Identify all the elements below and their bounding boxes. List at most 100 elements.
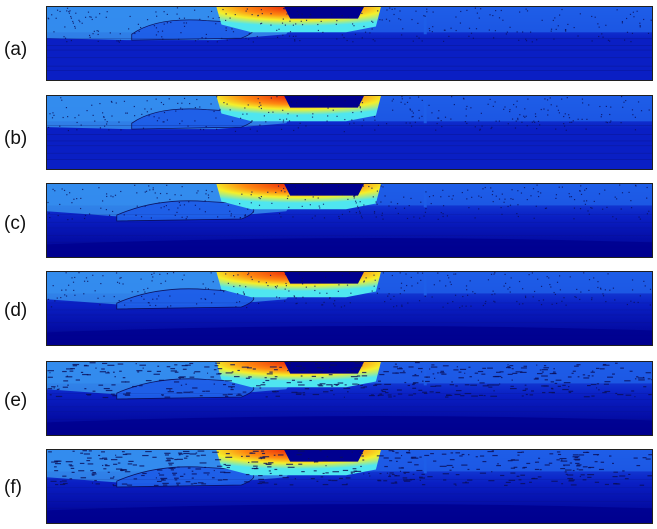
noise-speck bbox=[161, 479, 165, 481]
panel-label: (a) bbox=[4, 39, 28, 60]
noise-speck bbox=[52, 112, 54, 114]
noise-speck bbox=[554, 17, 556, 19]
noise-speck bbox=[168, 462, 174, 464]
noise-speck bbox=[414, 464, 419, 466]
noise-speck bbox=[337, 290, 339, 292]
noise-speck bbox=[227, 282, 229, 284]
noise-speck bbox=[467, 294, 469, 296]
noise-speck bbox=[504, 198, 506, 200]
noise-speck bbox=[54, 190, 56, 192]
noise-speck bbox=[256, 467, 258, 469]
noise-speck bbox=[104, 125, 106, 127]
noise-speck bbox=[612, 462, 614, 465]
noise-speck bbox=[467, 468, 470, 471]
noise-speck bbox=[428, 27, 430, 30]
noise-speck bbox=[83, 217, 86, 220]
noise-speck bbox=[572, 454, 579, 456]
noise-speck bbox=[242, 391, 247, 393]
noise-speck bbox=[505, 33, 507, 35]
noise-speck bbox=[357, 383, 360, 386]
noise-speck bbox=[614, 299, 616, 301]
noise-speck bbox=[248, 32, 250, 35]
noise-speck bbox=[593, 453, 600, 456]
noise-speck bbox=[320, 371, 323, 373]
noise-speck bbox=[275, 287, 277, 289]
noise-speck bbox=[535, 205, 537, 207]
noise-speck bbox=[494, 293, 496, 295]
noise-speck bbox=[507, 460, 513, 462]
noise-speck bbox=[579, 208, 582, 210]
noise-speck bbox=[310, 478, 315, 480]
noise-speck bbox=[469, 376, 472, 378]
noise-speck bbox=[587, 474, 595, 476]
noise-speck bbox=[236, 301, 238, 303]
noise-speck bbox=[539, 124, 541, 126]
noise-speck bbox=[446, 464, 453, 467]
noise-speck bbox=[363, 281, 365, 283]
noise-speck bbox=[302, 296, 304, 298]
noise-speck bbox=[466, 9, 468, 11]
noise-speck bbox=[504, 484, 508, 487]
noise-speck bbox=[249, 128, 251, 130]
noise-speck bbox=[499, 371, 504, 373]
noise-speck bbox=[80, 124, 82, 126]
near-floor-band bbox=[47, 415, 652, 435]
noise-speck bbox=[612, 373, 615, 375]
noise-speck bbox=[54, 463, 61, 465]
noise-speck bbox=[629, 13, 632, 15]
noise-speck bbox=[218, 372, 222, 375]
noise-speck bbox=[399, 470, 402, 472]
noise-speck bbox=[156, 480, 162, 483]
noise-speck bbox=[258, 478, 264, 480]
noise-speck bbox=[301, 24, 304, 26]
noise-speck bbox=[363, 25, 365, 28]
noise-speck bbox=[162, 482, 169, 484]
noise-speck bbox=[70, 15, 72, 18]
noise-speck bbox=[339, 456, 344, 458]
noise-speck bbox=[59, 481, 62, 483]
noise-speck bbox=[491, 450, 495, 452]
noise-speck bbox=[79, 207, 82, 210]
pole bbox=[423, 272, 427, 296]
noise-speck bbox=[479, 129, 481, 131]
noise-speck bbox=[73, 289, 75, 291]
noise-speck bbox=[488, 29, 490, 31]
noise-speck bbox=[487, 103, 489, 105]
noise-speck bbox=[340, 306, 343, 308]
noise-speck bbox=[160, 207, 162, 209]
noise-speck bbox=[176, 211, 178, 214]
noise-speck bbox=[477, 379, 479, 381]
noise-speck bbox=[567, 386, 570, 388]
depth-map-image bbox=[46, 449, 653, 524]
noise-speck bbox=[69, 370, 74, 372]
noise-speck bbox=[275, 191, 277, 194]
noise-speck bbox=[185, 22, 188, 24]
noise-speck bbox=[276, 296, 278, 298]
noise-speck bbox=[378, 288, 380, 290]
noise-speck bbox=[582, 466, 588, 468]
noise-speck bbox=[449, 384, 454, 386]
noise-speck bbox=[158, 117, 160, 119]
noise-speck bbox=[410, 197, 412, 199]
noise-speck bbox=[227, 204, 229, 206]
noise-speck bbox=[519, 11, 521, 13]
noise-speck bbox=[444, 29, 446, 31]
noise-speck bbox=[468, 207, 470, 209]
noise-speck bbox=[379, 393, 383, 395]
noise-speck bbox=[308, 370, 311, 372]
noise-speck bbox=[621, 192, 624, 194]
noise-speck bbox=[407, 384, 410, 387]
noise-speck bbox=[163, 111, 166, 114]
noise-speck bbox=[223, 102, 225, 104]
noise-speck bbox=[377, 10, 379, 12]
noise-speck bbox=[336, 115, 338, 117]
noise-speck bbox=[557, 453, 562, 456]
noise-speck bbox=[507, 373, 513, 375]
noise-speck bbox=[344, 100, 346, 102]
noise-speck bbox=[481, 125, 483, 127]
noise-speck bbox=[591, 207, 593, 209]
noise-speck bbox=[273, 369, 278, 371]
noise-speck bbox=[594, 16, 596, 18]
noise-speck bbox=[650, 19, 652, 21]
panel-row-e: (e) bbox=[0, 361, 657, 441]
